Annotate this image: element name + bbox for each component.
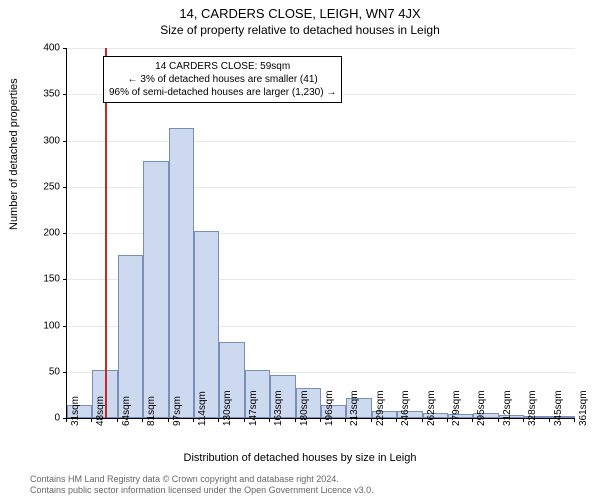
annotation-line: 14 CARDERS CLOSE: 59sqm	[109, 60, 336, 73]
annotation-line: ← 3% of detached houses are smaller (41)	[109, 73, 336, 86]
ytick-mark	[63, 326, 67, 327]
footer-attribution: Contains HM Land Registry data © Crown c…	[30, 474, 374, 496]
xtick-mark	[244, 418, 245, 422]
xtick-mark	[91, 418, 92, 422]
ytick-mark	[63, 372, 67, 373]
xtick-mark	[193, 418, 194, 422]
xtick-mark	[218, 418, 219, 422]
xtick-mark	[549, 418, 550, 422]
xtick-mark	[523, 418, 524, 422]
xtick-mark	[117, 418, 118, 422]
ytick-mark	[63, 187, 67, 188]
xtick-label: 345sqm	[553, 390, 564, 426]
xtick-mark	[345, 418, 346, 422]
y-axis-label: Number of detached properties	[8, 78, 20, 230]
xtick-mark	[396, 418, 397, 422]
annotation-box: 14 CARDERS CLOSE: 59sqm← 3% of detached …	[103, 56, 342, 103]
ytick-label: 300	[20, 135, 60, 146]
ytick-label: 250	[20, 181, 60, 192]
xtick-label: 295sqm	[476, 390, 487, 426]
plot-area: 14 CARDERS CLOSE: 59sqm← 3% of detached …	[66, 48, 574, 418]
ytick-label: 400	[20, 43, 60, 54]
xtick-label: 163sqm	[273, 390, 284, 426]
xtick-mark	[66, 418, 67, 422]
xtick-mark	[142, 418, 143, 422]
xtick-label: 213sqm	[349, 390, 360, 426]
gridline	[67, 141, 575, 142]
footer-line-1: Contains HM Land Registry data © Crown c…	[30, 474, 374, 485]
x-axis-label: Distribution of detached houses by size …	[0, 452, 600, 464]
footer-line-2: Contains public sector information licen…	[30, 485, 374, 496]
ytick-mark	[63, 141, 67, 142]
xtick-label: 196sqm	[324, 390, 335, 426]
xtick-mark	[447, 418, 448, 422]
ytick-label: 100	[20, 320, 60, 331]
xtick-label: 97sqm	[172, 396, 183, 426]
ytick-mark	[63, 279, 67, 280]
ytick-mark	[63, 94, 67, 95]
xtick-label: 180sqm	[299, 390, 310, 426]
xtick-mark	[320, 418, 321, 422]
xtick-mark	[269, 418, 270, 422]
xtick-label: 31sqm	[70, 396, 81, 426]
xtick-mark	[472, 418, 473, 422]
chart-title-1: 14, CARDERS CLOSE, LEIGH, WN7 4JX	[0, 0, 600, 21]
xtick-label: 279sqm	[451, 390, 462, 426]
xtick-label: 130sqm	[222, 390, 233, 426]
ytick-mark	[63, 48, 67, 49]
plot-box: 14 CARDERS CLOSE: 59sqm← 3% of detached …	[66, 48, 575, 419]
ytick-label: 200	[20, 228, 60, 239]
histogram-bar	[118, 255, 143, 418]
xtick-label: 48sqm	[95, 396, 106, 426]
chart-container: 14, CARDERS CLOSE, LEIGH, WN7 4JX Size o…	[0, 0, 600, 500]
ytick-mark	[63, 233, 67, 234]
xtick-label: 114sqm	[197, 391, 208, 426]
ytick-label: 0	[20, 413, 60, 424]
xtick-mark	[168, 418, 169, 422]
xtick-label: 64sqm	[121, 396, 132, 426]
xtick-mark	[498, 418, 499, 422]
xtick-mark	[371, 418, 372, 422]
xtick-label: 361sqm	[578, 390, 589, 426]
histogram-bar	[169, 128, 194, 418]
xtick-label: 246sqm	[400, 390, 411, 426]
reference-line	[105, 48, 107, 418]
chart-title-2: Size of property relative to detached ho…	[0, 21, 600, 37]
xtick-mark	[574, 418, 575, 422]
histogram-bar	[143, 161, 168, 418]
xtick-mark	[295, 418, 296, 422]
gridline	[67, 48, 575, 49]
xtick-label: 312sqm	[502, 390, 513, 426]
ytick-label: 150	[20, 274, 60, 285]
annotation-line: 96% of semi-detached houses are larger (…	[109, 86, 336, 99]
histogram-bar	[194, 231, 219, 418]
xtick-label: 328sqm	[527, 390, 538, 426]
ytick-label: 350	[20, 89, 60, 100]
xtick-label: 81sqm	[146, 396, 157, 426]
xtick-label: 147sqm	[248, 390, 259, 426]
ytick-label: 50	[20, 366, 60, 377]
xtick-label: 229sqm	[375, 390, 386, 426]
xtick-label: 262sqm	[426, 390, 437, 426]
xtick-mark	[422, 418, 423, 422]
